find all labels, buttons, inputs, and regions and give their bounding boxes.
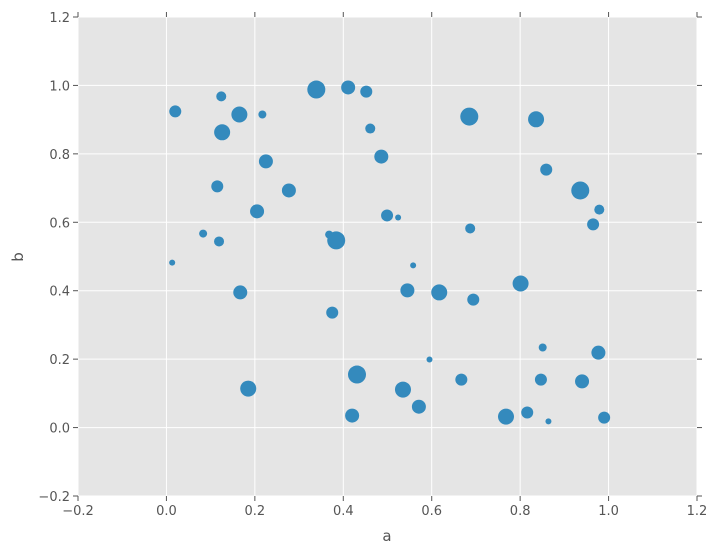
y-tick-label: 1.0 <box>49 79 70 94</box>
y-tick-label: −0.2 <box>38 490 70 505</box>
x-tick-label: 0.4 <box>333 504 354 519</box>
scatter-point <box>216 91 227 102</box>
y-axis-label: b <box>9 252 27 262</box>
scatter-point <box>540 163 553 176</box>
scatter-point <box>341 80 356 95</box>
scatter-point <box>431 284 448 301</box>
scatter-point <box>258 154 273 169</box>
scatter-point <box>395 214 402 221</box>
scatter-point <box>497 408 514 425</box>
scatter-point <box>360 85 373 98</box>
scatter-point <box>214 124 231 141</box>
scatter-point <box>169 105 182 118</box>
scatter-point <box>426 356 433 363</box>
points <box>169 80 611 425</box>
scatter-point <box>199 229 208 238</box>
x-axis-label: a <box>382 527 391 545</box>
scatter-point <box>460 107 479 126</box>
scatter-point <box>528 111 545 128</box>
scatter-point <box>211 180 224 193</box>
plot-area <box>78 17 697 496</box>
scatter-point <box>410 262 417 269</box>
scatter-point <box>538 343 547 352</box>
scatter-point <box>512 275 529 292</box>
scatter-point <box>240 380 257 397</box>
scatter-point <box>571 181 590 200</box>
scatter-point <box>587 218 600 231</box>
scatter-point <box>467 293 480 306</box>
scatter-point <box>327 231 346 250</box>
scatter-point <box>258 110 267 119</box>
y-tick-label: 0.8 <box>49 148 70 163</box>
scatter-point <box>591 345 606 360</box>
scatter-point <box>233 285 248 300</box>
scatter-point <box>214 236 225 247</box>
x-tick-label: −0.2 <box>62 504 94 519</box>
scatter-point <box>534 373 547 386</box>
scatter-point <box>231 106 248 123</box>
x-tick-label: 1.0 <box>598 504 619 519</box>
scatter-point <box>594 204 605 215</box>
scatter-point <box>347 365 366 384</box>
scatter-point <box>307 80 326 99</box>
ticks: −0.2 0.0 0.2 0.4 0.6 0.8 1.0 1.2 −0.2 0.0 0.2 0.4 0.… <box>38 11 707 519</box>
scatter-point <box>281 183 296 198</box>
scatter-point <box>465 223 476 234</box>
scatter-point <box>455 373 468 386</box>
x-tick-label: 0.8 <box>510 504 531 519</box>
y-tick-label: 0.2 <box>49 353 70 368</box>
scatter-point <box>326 306 339 319</box>
scatter-point <box>575 374 590 389</box>
scatter-point <box>545 418 552 425</box>
x-tick-label: 0.6 <box>421 504 442 519</box>
scatter-point <box>345 408 360 423</box>
scatter-point <box>521 406 534 419</box>
x-tick-label: 0.2 <box>245 504 266 519</box>
scatter-point <box>394 381 411 398</box>
scatter-point <box>169 259 176 266</box>
scatter-point <box>411 399 426 414</box>
x-tick-label: 0.0 <box>156 504 177 519</box>
scatter-point <box>400 283 415 298</box>
y-tick-label: 1.2 <box>49 11 70 26</box>
y-tick-label: 0.0 <box>49 422 70 437</box>
x-tick-label: 1.2 <box>687 504 708 519</box>
y-tick-label: 0.6 <box>49 216 70 231</box>
scatter-point <box>598 411 611 424</box>
y-tick-label: 0.4 <box>49 285 70 300</box>
scatter-point <box>381 209 394 222</box>
scatter-point <box>374 149 389 164</box>
scatter-point <box>365 123 376 134</box>
scatter-point <box>250 204 265 219</box>
